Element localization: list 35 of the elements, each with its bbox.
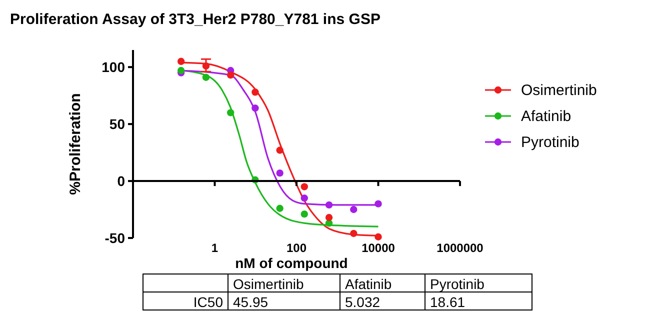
y-tick-label: 50 [109, 116, 126, 132]
x-tick-label: 1000000 [436, 241, 484, 255]
y-tick-label: -50 [104, 230, 126, 246]
legend-label: Osimertinib [521, 82, 597, 99]
x-tick-label: 100 [286, 241, 307, 255]
point [177, 58, 185, 65]
text: 45.95 [233, 294, 268, 310]
x-tick-label: 10000 [362, 241, 396, 255]
x-axis-title: nM of compound [235, 255, 348, 271]
point [276, 146, 284, 154]
text: Osimertinib [233, 276, 304, 292]
point [350, 230, 358, 238]
chart-title: Proliferation Assay of 3T3_Her2 P780_Y781 ins GSP [10, 11, 380, 28]
text: Afatinib [345, 276, 392, 292]
point [374, 233, 382, 240]
point [325, 214, 333, 222]
text: 18.61 [430, 294, 466, 310]
y-tick-label: 100 [102, 59, 126, 76]
point [276, 204, 284, 212]
legend-label: Pyrotinib [521, 134, 580, 151]
y-tick-label: 0 [117, 173, 126, 190]
point [300, 183, 308, 190]
y-axis-title: %Proliferation [67, 93, 84, 195]
x-tick-label: 1 [211, 241, 218, 255]
text: 5.032 [345, 294, 380, 310]
legend-label: Afatinib [521, 108, 572, 125]
point [252, 88, 259, 96]
point [226, 71, 234, 79]
point [202, 62, 210, 70]
point [177, 66, 185, 74]
point [202, 74, 210, 81]
text: IC50 [193, 294, 224, 310]
point [300, 210, 308, 218]
point [226, 109, 234, 116]
text: Pyrotinib [430, 276, 485, 292]
